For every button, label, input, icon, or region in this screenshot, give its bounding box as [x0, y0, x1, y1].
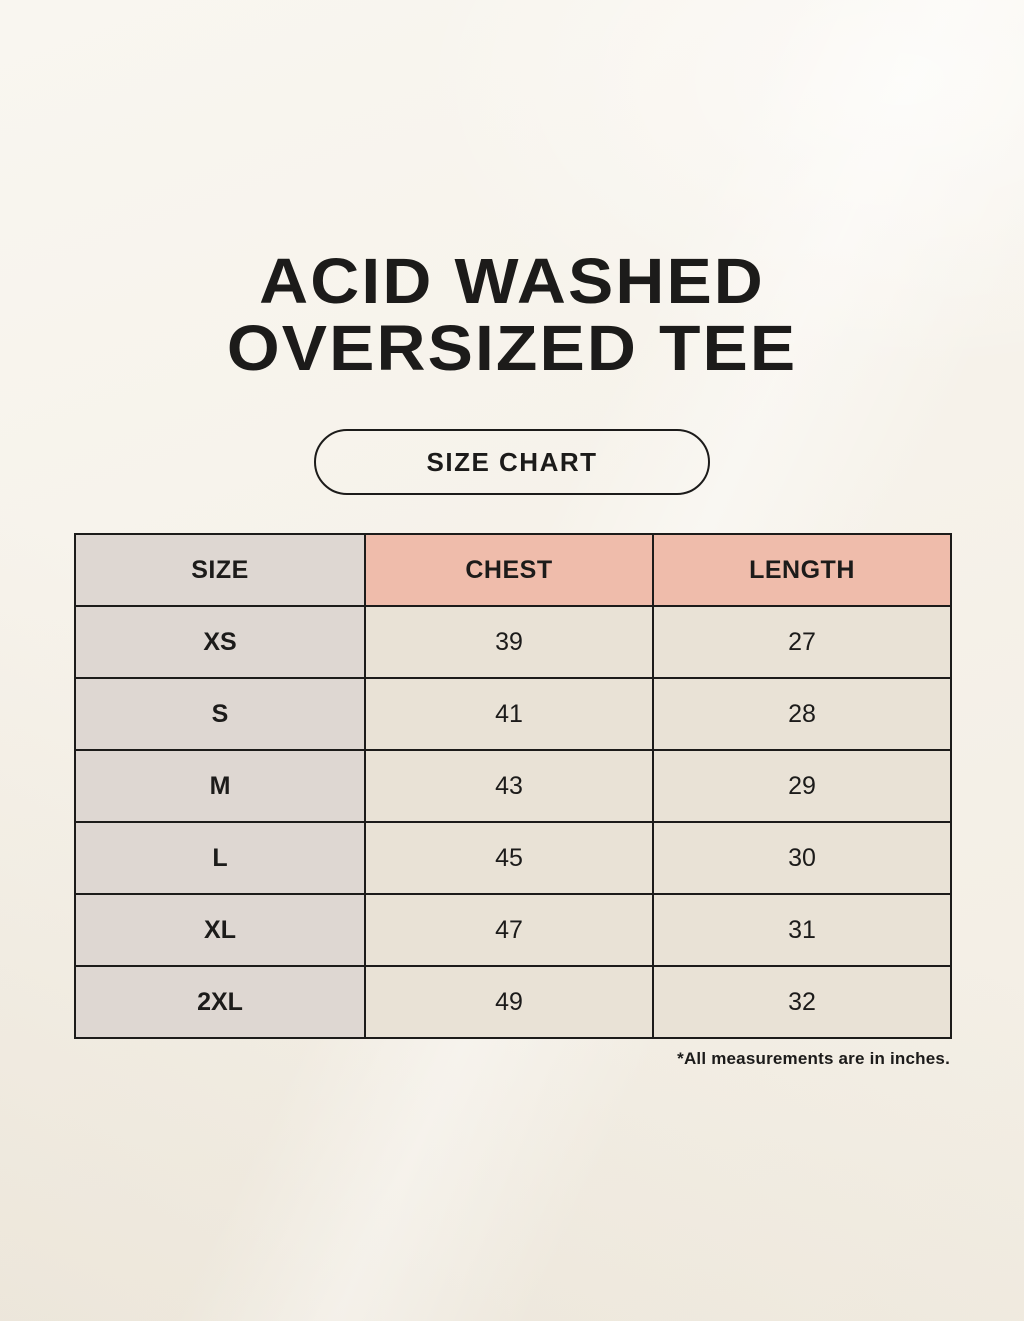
row-length-value: 31 [652, 893, 952, 968]
row-length-value: 30 [652, 821, 952, 896]
row-chest-value: 47 [364, 893, 654, 968]
product-title-line1: ACID WASHED [259, 245, 765, 317]
size-table-row: XS 39 27 [74, 605, 952, 680]
size-table-row: 2XL 49 32 [74, 965, 952, 1040]
row-size-label: S [74, 677, 366, 752]
product-title: ACID WASHED OVERSIZED TEE [227, 248, 797, 381]
product-title-line2: OVERSIZED TEE [226, 311, 798, 384]
row-size-label: M [74, 749, 366, 824]
size-table-row: S 41 28 [74, 677, 952, 752]
size-table-header-row: SIZE CHEST LENGTH [74, 533, 952, 608]
row-chest-value: 49 [364, 965, 654, 1040]
row-size-label: 2XL [74, 965, 366, 1040]
row-chest-value: 41 [364, 677, 654, 752]
row-size-label: XS [74, 605, 366, 680]
size-table-row: M 43 29 [74, 749, 952, 824]
size-table-container: SIZE CHEST LENGTH XS 39 27 S 41 28 M 43 29 L 45 30 X… [74, 533, 952, 1040]
row-chest-value: 39 [364, 605, 654, 680]
size-table-row: L 45 30 [74, 821, 952, 896]
size-chart-badge-label: SIZE CHART [426, 446, 598, 477]
row-length-value: 28 [652, 677, 952, 752]
size-chart-badge: SIZE CHART [314, 429, 710, 496]
size-table: SIZE CHEST LENGTH XS 39 27 S 41 28 M 43 29 L 45 30 X… [74, 533, 952, 1040]
row-length-value: 27 [652, 605, 952, 680]
column-header-size: SIZE [74, 533, 366, 608]
size-table-row: XL 47 31 [74, 893, 952, 968]
row-length-value: 29 [652, 749, 952, 824]
row-chest-value: 43 [364, 749, 654, 824]
row-size-label: L [74, 821, 366, 896]
row-size-label: XL [74, 893, 366, 968]
measurements-footnote: *All measurements are in inches. [677, 1049, 950, 1069]
column-header-length: LENGTH [652, 533, 952, 608]
column-header-chest: CHEST [364, 533, 654, 608]
row-chest-value: 45 [364, 821, 654, 896]
row-length-value: 32 [652, 965, 952, 1040]
size-table-body: XS 39 27 S 41 28 M 43 29 L 45 30 XL 47 31 2XL 49 32 [74, 605, 952, 1040]
